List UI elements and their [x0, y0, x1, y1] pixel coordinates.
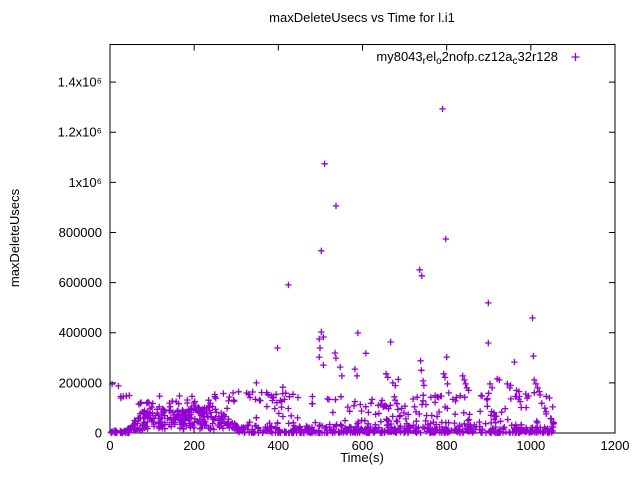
legend-plus-marker-icon [571, 53, 580, 61]
y-tick-label: 600000 [59, 275, 102, 290]
x-tick-label: 1200 [601, 438, 630, 453]
legend-label-subscript: c [513, 56, 518, 67]
plot-border [109, 44, 616, 434]
y-tick-label: 200000 [59, 375, 102, 390]
y-tick-label: 1.4x10⁶ [58, 75, 102, 90]
axis-ticks [109, 44, 616, 434]
x-tick-label: 1000 [516, 438, 545, 453]
y-tick-label: 400000 [59, 325, 102, 340]
legend-label-segment: 32r128 [518, 49, 558, 64]
y-tick-label: 1.2x10⁶ [58, 125, 102, 140]
x-tick-label: 0 [106, 438, 113, 453]
legend-label-segment: 2nofp.cz12a [442, 49, 514, 64]
y-tick-label: 1x10⁶ [68, 175, 102, 190]
scatter-points [107, 105, 557, 437]
y-tick-label: 800000 [59, 225, 102, 240]
x-tick-labels: 0 200 400 600 800 1000 1200 [106, 438, 629, 453]
chart-title: maxDeleteUsecs vs Time for l.i1 [269, 10, 455, 25]
y-tick-labels: 0 200000 400000 600000 800000 1x10⁶ 1.2x10⁶ 1.4… [58, 75, 102, 441]
legend-entry: my8043relo2nofp.cz12ac32r128 [376, 49, 580, 67]
legend-label-segment: el [426, 49, 436, 64]
legend-label-subscript: o [436, 56, 442, 67]
x-axis-label: Time(s) [340, 450, 384, 465]
x-tick-label: 600 [352, 438, 374, 453]
y-axis-label: maxDeleteUsecs [7, 188, 22, 287]
x-tick-label: 400 [267, 438, 289, 453]
legend-entry-label: my8043relo2nofp.cz12ac32r128 [376, 49, 558, 67]
legend-label-subscript: r [423, 56, 427, 67]
x-tick-label: 200 [183, 438, 205, 453]
y-tick-label: 0 [95, 426, 102, 441]
legend-label-segment: my8043 [376, 49, 422, 64]
x-tick-label: 800 [436, 438, 458, 453]
